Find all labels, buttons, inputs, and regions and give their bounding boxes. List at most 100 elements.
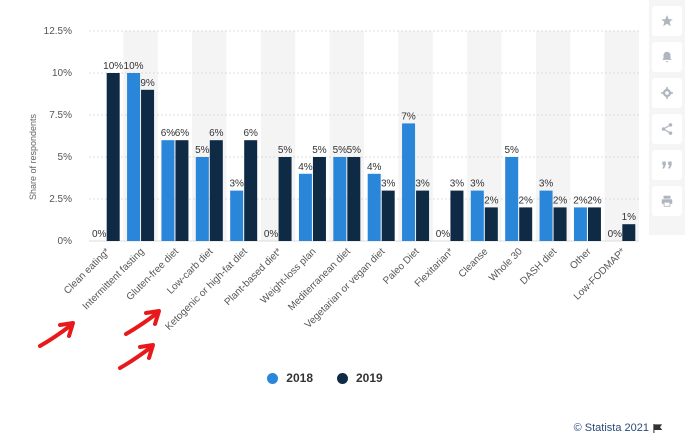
- print-button[interactable]: [652, 186, 682, 216]
- bar-2019-5[interactable]: [278, 157, 292, 241]
- x-category-label: Cleanse: [457, 246, 491, 280]
- legend: 2018 2019: [0, 371, 650, 385]
- bar-2018-1[interactable]: [127, 73, 141, 241]
- bar-2019-12[interactable]: [519, 207, 533, 241]
- data-label-2019-14: 2%: [587, 195, 602, 206]
- x-category-label: Other: [568, 246, 594, 272]
- bar-2019-7[interactable]: [347, 157, 361, 241]
- quote-icon: [662, 161, 672, 169]
- category-band: [604, 31, 639, 241]
- y-axis-label: Share of respondents: [28, 113, 38, 200]
- bar-2018-8[interactable]: [367, 173, 381, 241]
- bar-2019-6[interactable]: [312, 157, 326, 241]
- data-label-2018-1: 10%: [124, 61, 144, 72]
- red-arrow-annotation: [124, 309, 161, 336]
- data-label-2018-0: 0%: [92, 229, 107, 240]
- legend-item-2019[interactable]: 2019: [337, 371, 383, 385]
- bar-2019-10[interactable]: [450, 190, 464, 241]
- bar-2019-3[interactable]: [209, 140, 223, 241]
- bar-2019-14[interactable]: [587, 207, 601, 241]
- bar-2019-4[interactable]: [244, 140, 258, 241]
- credit-text: © Statista 2021: [573, 422, 649, 434]
- data-label-2018-4: 3%: [229, 179, 244, 190]
- favorite-button[interactable]: [652, 6, 682, 36]
- data-label-2019-5: 5%: [278, 145, 293, 156]
- y-tick-label: 7.5%: [49, 110, 72, 121]
- data-label-2018-7: 5%: [333, 145, 348, 156]
- data-label-2018-12: 5%: [504, 145, 519, 156]
- statista-credit[interactable]: © Statista 2021: [574, 422, 662, 434]
- y-tick-label: 10%: [52, 68, 72, 79]
- data-label-2018-5: 0%: [264, 229, 279, 240]
- notification-button[interactable]: [652, 42, 682, 72]
- star-icon: [661, 15, 673, 27]
- y-tick-label: 2.5%: [49, 194, 72, 205]
- legend-swatch-2018: [267, 372, 279, 384]
- legend-label-2018: 2018: [286, 371, 313, 385]
- legend-label-2019: 2019: [356, 371, 383, 385]
- settings-button[interactable]: [652, 78, 682, 108]
- data-label-2019-9: 3%: [415, 179, 430, 190]
- print-icon: [661, 195, 673, 207]
- data-label-2018-9: 7%: [401, 111, 416, 122]
- bar-2019-1[interactable]: [141, 89, 155, 241]
- y-tick-label: 5%: [58, 152, 73, 163]
- data-label-2019-3: 6%: [209, 128, 224, 139]
- bar-2019-11[interactable]: [484, 207, 498, 241]
- data-label-2019-15: 1%: [622, 212, 637, 223]
- bar-2018-9[interactable]: [402, 123, 416, 241]
- bar-2019-15[interactable]: [622, 224, 636, 241]
- data-label-2019-10: 3%: [450, 179, 465, 190]
- bar-2019-2[interactable]: [175, 140, 189, 241]
- data-label-2019-0: 10%: [103, 61, 123, 72]
- x-category-label: DASH diet: [518, 246, 559, 287]
- data-label-2019-13: 2%: [553, 195, 568, 206]
- cite-button[interactable]: [652, 150, 682, 180]
- bar-2018-13[interactable]: [539, 190, 553, 241]
- share-icon: [661, 123, 673, 135]
- data-label-2018-13: 3%: [539, 179, 554, 190]
- bar-2019-0[interactable]: [106, 73, 120, 241]
- bar-2018-2[interactable]: [161, 140, 175, 241]
- bar-2018-14[interactable]: [573, 207, 587, 241]
- data-label-2018-2: 6%: [161, 128, 176, 139]
- x-category-label: Mediterranean diet: [286, 246, 353, 313]
- data-label-2019-6: 5%: [312, 145, 327, 156]
- data-label-2019-12: 2%: [518, 195, 533, 206]
- data-label-2018-15: 0%: [608, 229, 623, 240]
- share-button[interactable]: [652, 114, 682, 144]
- data-label-2018-11: 3%: [470, 179, 485, 190]
- bar-chart: 0% 10% 6% 5% 3% 0% 4% 5% 4% 7% 0% 3% 5% 3% 2% 0% 10% 9% 6%…: [28, 26, 639, 333]
- bar-2018-6[interactable]: [298, 173, 312, 241]
- bar-2018-11[interactable]: [470, 190, 484, 241]
- gear-icon: [661, 87, 673, 99]
- data-label-2018-14: 2%: [573, 195, 588, 206]
- bar-2018-7[interactable]: [333, 157, 347, 241]
- bell-icon: [662, 51, 672, 63]
- data-label-2019-11: 2%: [484, 195, 499, 206]
- data-label-2019-4: 6%: [243, 128, 258, 139]
- data-label-2018-8: 4%: [367, 162, 382, 173]
- data-label-2019-8: 3%: [381, 179, 396, 190]
- red-arrow-annotation: [38, 321, 75, 348]
- y-tick-label: 12.5%: [44, 26, 72, 37]
- legend-item-2018[interactable]: 2018: [267, 371, 313, 385]
- y-tick-label: 0%: [58, 236, 73, 247]
- red-arrow-annotation: [118, 343, 155, 370]
- bar-2018-12[interactable]: [505, 157, 519, 241]
- legend-swatch-2019: [337, 372, 348, 384]
- flag-icon: [653, 423, 662, 433]
- data-label-2018-3: 5%: [195, 145, 210, 156]
- data-label-2018-10: 0%: [436, 229, 451, 240]
- chart-toolbar: [649, 0, 685, 235]
- bar-2018-3[interactable]: [195, 157, 209, 241]
- data-label-2018-6: 4%: [298, 162, 313, 173]
- x-category-label: Intermittent fasting: [81, 246, 147, 312]
- bar-2019-9[interactable]: [416, 190, 430, 241]
- bar-2019-8[interactable]: [381, 190, 395, 241]
- data-label-2019-2: 6%: [175, 128, 190, 139]
- bar-2018-4[interactable]: [230, 190, 244, 241]
- data-label-2019-1: 9%: [140, 78, 155, 89]
- bar-2019-13[interactable]: [553, 207, 567, 241]
- data-label-2019-7: 5%: [347, 145, 362, 156]
